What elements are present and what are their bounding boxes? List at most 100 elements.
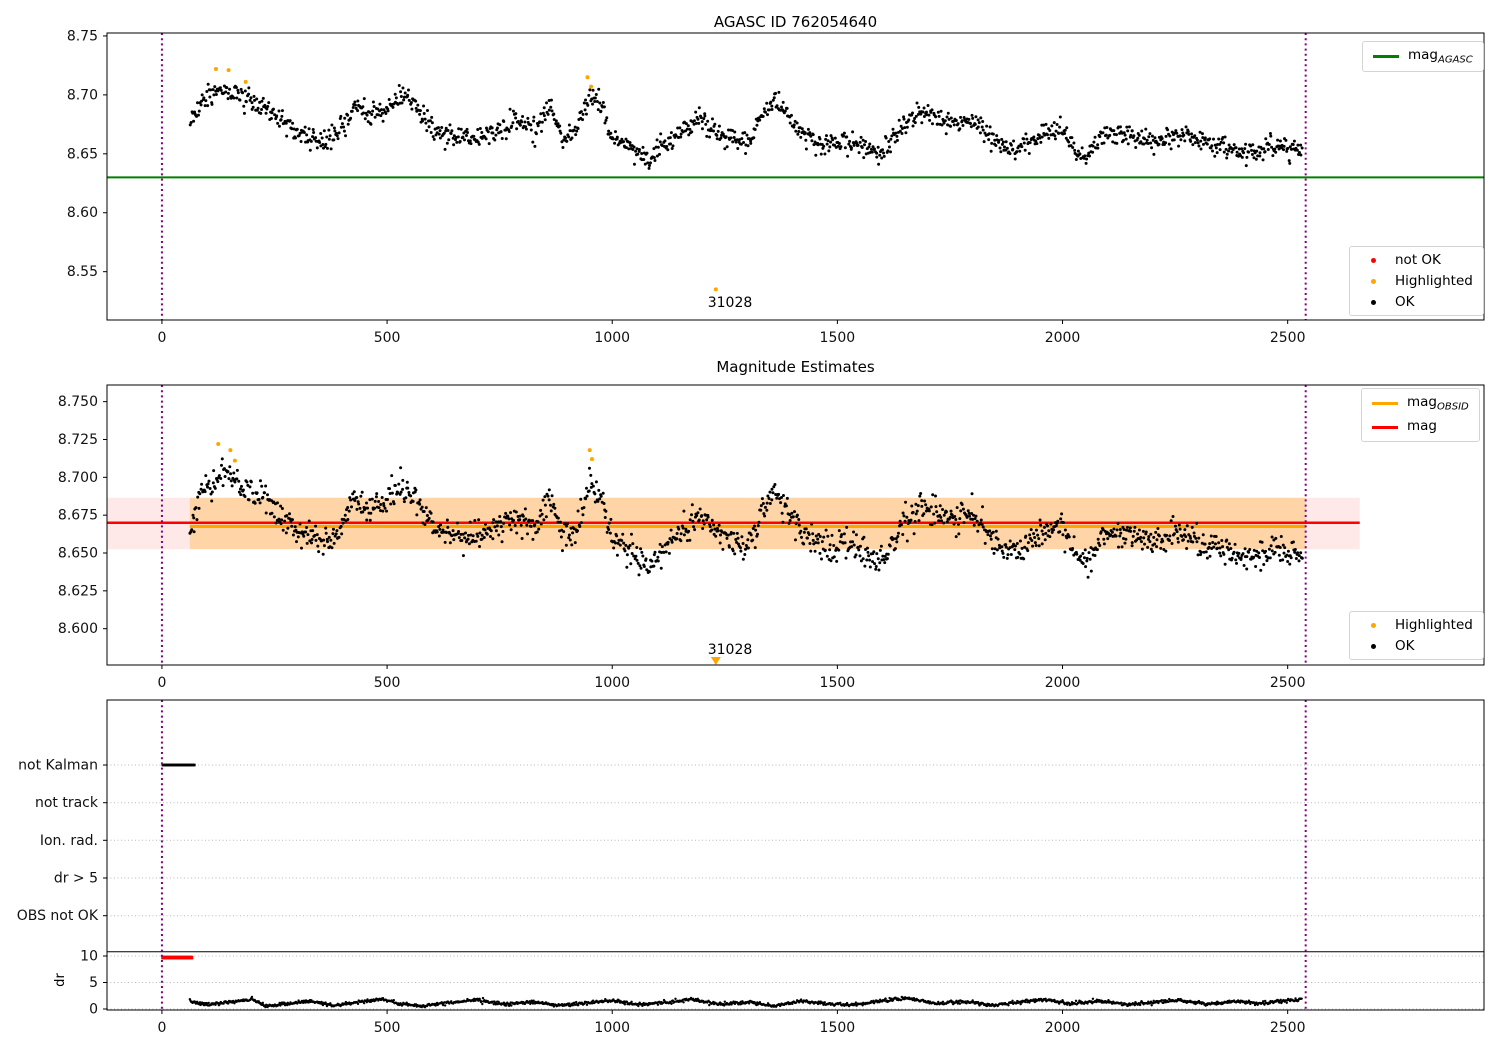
ok-point [921,110,925,114]
ok-point [837,529,841,533]
ok-point [677,527,681,531]
ok-point [552,112,556,116]
ok-point [688,518,692,522]
ok-point [991,132,995,136]
ok-point [210,499,214,503]
ok-point [738,546,742,550]
ok-point [1012,139,1016,143]
ok-point [1257,551,1261,555]
ok-point [402,500,406,504]
ok-point [1225,156,1229,160]
ok-point [514,112,518,116]
ok-point [1242,564,1246,568]
ok-point [529,524,533,528]
ok-point [311,128,315,132]
ok-point [368,518,372,522]
dr-point [1278,1001,1281,1004]
ok-point [675,532,679,536]
ok-point [1282,144,1286,148]
ok-point [1081,562,1085,566]
ok-point [830,533,834,537]
ok-point [1204,550,1208,554]
ok-point [763,514,767,518]
dr-point [481,996,485,1000]
ok-point [200,482,204,486]
ok-point [407,98,411,102]
ok-point [1205,556,1209,560]
ok-point [308,148,312,152]
ok-point [989,149,993,153]
dr-point [532,999,535,1002]
ok-point [689,513,693,517]
ok-point [1085,157,1089,161]
ok-point [846,154,850,158]
ok-point [438,136,442,140]
ok-point [1215,546,1219,550]
ok-point [1050,124,1054,128]
ok-point [840,533,844,537]
ok-point [272,515,276,519]
ok-point [1269,134,1273,138]
dr-point [227,1002,230,1005]
ok-point [372,104,376,108]
ok-point [474,539,478,543]
ok-point [659,566,663,570]
highlighted-point [589,84,594,89]
x-tick-label: 1000 [594,330,630,346]
ok-point [761,114,765,118]
ok-point [258,100,262,104]
ok-point [552,502,556,506]
ok-point [1122,138,1126,142]
ok-point [467,542,471,546]
ok-point [970,511,974,515]
ok-point [380,495,384,499]
ok-point [775,104,779,108]
ok-point [452,143,456,147]
ok-point [1042,123,1046,127]
ok-point [444,126,448,130]
dr-point [1263,999,1267,1003]
ok-point [641,554,645,558]
ok-point [1063,128,1067,132]
ok-point [1040,542,1044,546]
ok-point [929,110,933,114]
ok-point [828,548,832,552]
orange-line-swatch [1372,401,1398,405]
ok-point [1225,538,1229,542]
ok-point [1038,518,1042,522]
ok-point [886,552,890,556]
ok-point [1278,558,1282,562]
ok-point [418,498,422,502]
ok-point [1172,138,1176,142]
ok-point [781,520,785,524]
ok-point [997,139,1001,143]
ok-point [1288,145,1292,149]
ok-point [1197,536,1201,540]
ok-point [914,502,918,506]
ok-point [852,143,856,147]
ok-point [902,115,906,119]
ok-point [1273,147,1277,151]
ok-point [1235,150,1239,154]
ok-point [242,104,246,108]
ok-point [1249,148,1253,152]
ok-point [669,142,673,146]
ok-point [1012,542,1016,546]
ok-point [854,533,858,537]
ok-point [381,509,385,513]
ok-point [247,498,251,502]
ok-point [1207,545,1211,549]
ok-point [353,103,357,107]
ok-point [884,136,888,140]
ok-point [1243,147,1247,151]
ok-point [1118,534,1122,538]
ok-point [247,86,251,90]
ok-point [203,104,207,108]
dr-point [480,1000,483,1003]
ok-point [545,101,549,105]
ok-point [559,131,563,135]
ok-point [969,125,973,129]
ok-point [832,543,836,547]
ok-point [405,480,409,484]
ok-point [291,121,295,125]
